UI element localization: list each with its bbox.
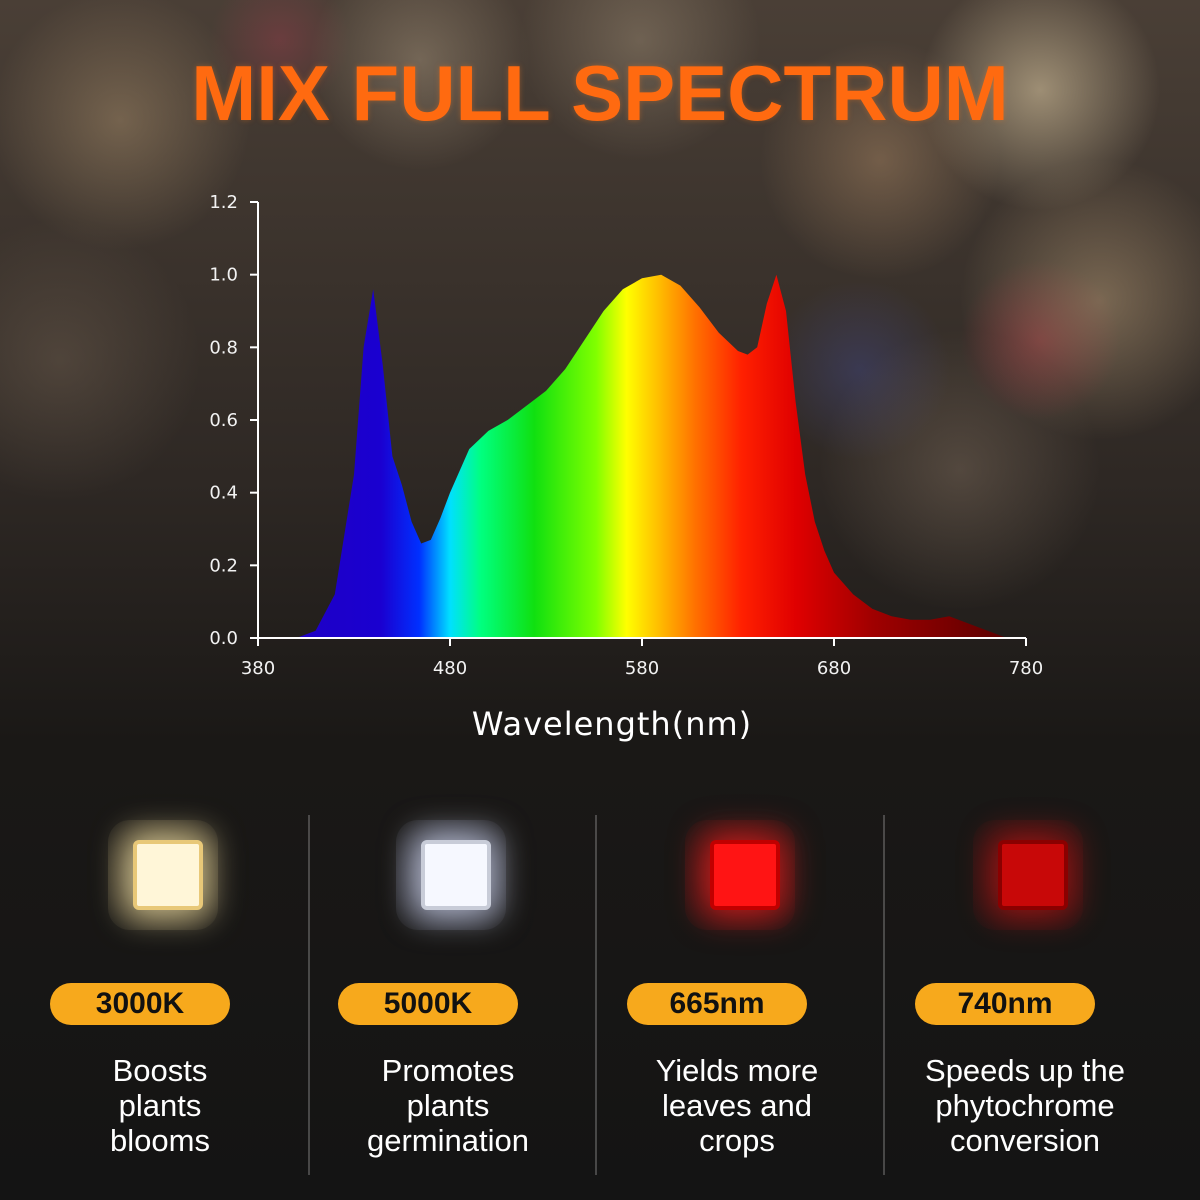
description-line: Boosts xyxy=(112,1053,208,1088)
x-tick-label: 780 xyxy=(1009,658,1043,679)
y-tick-label: 1.0 xyxy=(209,265,238,286)
badge-740nm: 740nm xyxy=(915,983,1095,1025)
description-line: germination xyxy=(367,1123,529,1158)
x-tick-label: 680 xyxy=(817,658,851,679)
led-5000k-icon xyxy=(421,840,491,910)
description-line: conversion xyxy=(950,1123,1100,1158)
column-divider xyxy=(883,815,885,1175)
spectrum-area xyxy=(296,274,1007,638)
y-tick-label: 1.2 xyxy=(209,192,238,213)
x-tick-label: 580 xyxy=(625,658,659,679)
description-line: leaves and xyxy=(662,1088,812,1123)
description-line: plants xyxy=(118,1088,202,1123)
badge-5000k: 5000K xyxy=(338,983,518,1025)
y-tick-label: 0.0 xyxy=(209,628,238,649)
led-740nm-icon xyxy=(998,840,1068,910)
description-line: Yields more xyxy=(655,1053,819,1088)
led-665nm-icon xyxy=(710,840,780,910)
led-3000k-icon xyxy=(133,840,203,910)
y-tick-label: 0.6 xyxy=(209,410,238,431)
description-line: plants xyxy=(406,1088,490,1123)
column-divider xyxy=(595,815,597,1175)
description-line: Promotes xyxy=(381,1053,515,1088)
badge-665nm: 665nm xyxy=(627,983,807,1025)
y-tick-label: 0.2 xyxy=(209,555,238,576)
page-title: MIX FULL SPECTRUM xyxy=(191,49,1009,137)
x-axis-label: Wavelength(nm) xyxy=(472,705,752,743)
led-description: Boosts plants blooms xyxy=(35,1053,285,1158)
led-card-740nm: 740nm Speeds up the phytochrome conversi… xyxy=(880,808,1166,1188)
led-card-665nm: 665nm Yields more leaves and crops xyxy=(592,808,878,1188)
description-line: blooms xyxy=(110,1123,210,1158)
column-divider xyxy=(308,815,310,1175)
y-tick-label: 0.4 xyxy=(209,483,238,504)
led-description: Yields more leaves and crops xyxy=(612,1053,862,1158)
led-description: Speeds up the phytochrome conversion xyxy=(900,1053,1150,1158)
led-card-3000k: 3000K Boosts plants blooms xyxy=(15,808,301,1188)
description-line: crops xyxy=(699,1123,775,1158)
description-line: Speeds up the xyxy=(925,1053,1125,1088)
y-tick-label: 0.8 xyxy=(209,337,238,358)
x-tick-label: 480 xyxy=(433,658,467,679)
description-line: phytochrome xyxy=(935,1088,1115,1123)
x-tick-label: 380 xyxy=(241,658,275,679)
badge-3000k: 3000K xyxy=(50,983,230,1025)
led-card-5000k: 5000K Promotes plants germination xyxy=(303,808,589,1188)
led-description: Promotes plants germination xyxy=(323,1053,573,1158)
